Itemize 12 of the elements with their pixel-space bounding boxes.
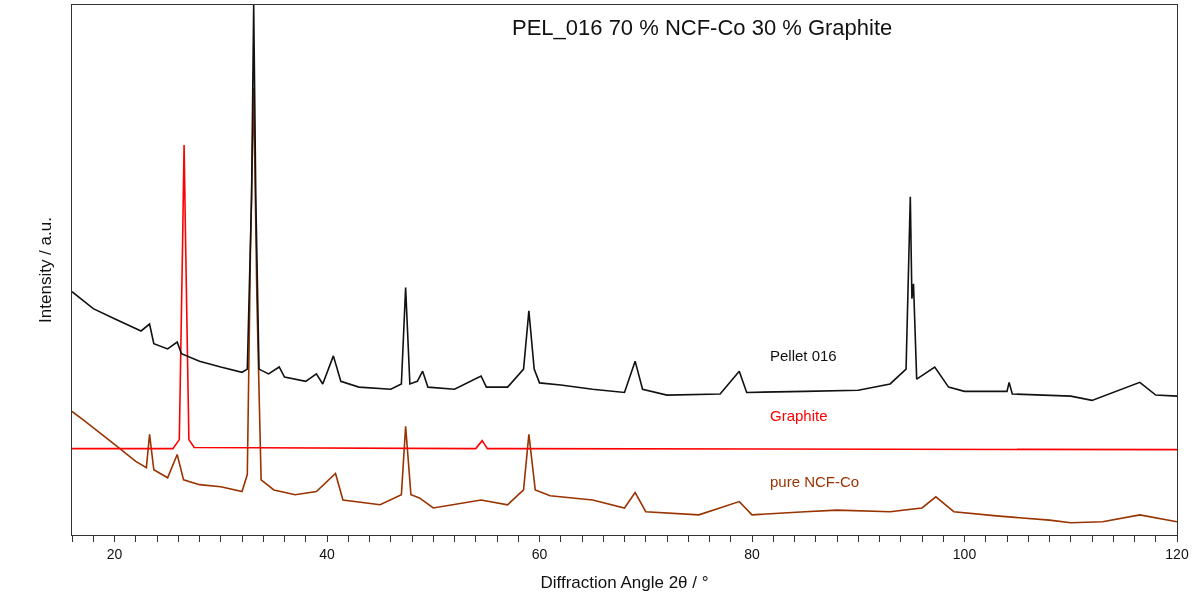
x-tick-label: 100 [952, 545, 977, 562]
x-axis-title: Diffraction Angle 2θ / ° [540, 573, 709, 593]
x-tick-label: 20 [106, 545, 123, 562]
text: PEL_016 70 % NCF-Co 30 % Graphite [512, 15, 893, 40]
x-tick-label: 40 [319, 545, 335, 562]
x-tick-label: 120 [1165, 545, 1189, 562]
series-label: Graphite [770, 407, 828, 424]
series-label: pure NCF-Co [770, 473, 860, 490]
series-label: Pellet 016 [770, 347, 837, 364]
x-tick-label: 80 [744, 545, 760, 562]
x-tick-label: 60 [531, 545, 548, 562]
y-axis-title: Intensity / a.u. [35, 217, 55, 323]
